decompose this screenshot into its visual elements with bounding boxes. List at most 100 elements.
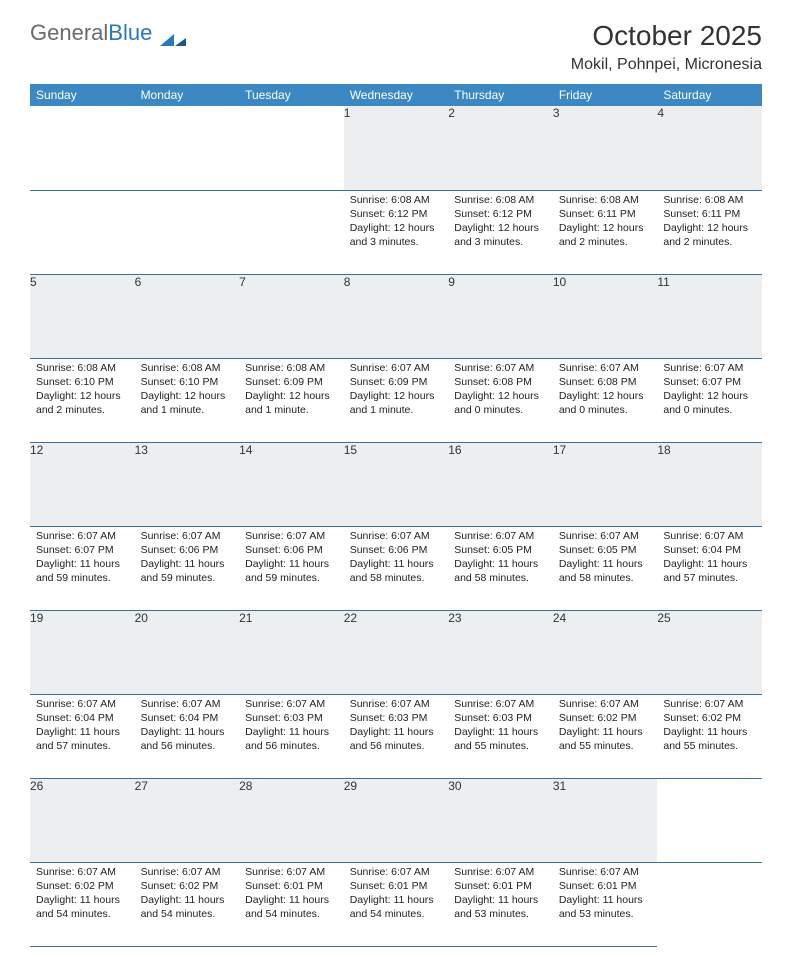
- calendar-table: SundayMondayTuesdayWednesdayThursdayFrid…: [30, 84, 762, 947]
- day-cell: Sunrise: 6:07 AMSunset: 6:03 PMDaylight:…: [239, 694, 344, 778]
- day-number-cell: 24: [553, 610, 658, 694]
- weekday-header-cell: Thursday: [448, 84, 553, 106]
- sun-info: Sunrise: 6:07 AMSunset: 6:08 PMDaylight:…: [559, 361, 652, 418]
- day-cell: Sunrise: 6:07 AMSunset: 6:02 PMDaylight:…: [553, 694, 658, 778]
- day-number-cell: 25: [657, 610, 762, 694]
- day-number-cell: 28: [239, 778, 344, 862]
- sun-info: Sunrise: 6:07 AMSunset: 6:01 PMDaylight:…: [350, 865, 443, 922]
- brand-part2: Blue: [108, 20, 152, 45]
- sun-info: Sunrise: 6:08 AMSunset: 6:11 PMDaylight:…: [559, 193, 652, 250]
- day-info-row: Sunrise: 6:07 AMSunset: 6:07 PMDaylight:…: [30, 526, 762, 610]
- day-cell: Sunrise: 6:08 AMSunset: 6:10 PMDaylight:…: [30, 358, 135, 442]
- sun-info: Sunrise: 6:07 AMSunset: 6:03 PMDaylight:…: [245, 697, 338, 754]
- day-cell: Sunrise: 6:07 AMSunset: 6:07 PMDaylight:…: [30, 526, 135, 610]
- day-info-row: Sunrise: 6:08 AMSunset: 6:12 PMDaylight:…: [30, 190, 762, 274]
- sun-info: Sunrise: 6:07 AMSunset: 6:02 PMDaylight:…: [559, 697, 652, 754]
- day-cell: Sunrise: 6:07 AMSunset: 6:01 PMDaylight:…: [344, 862, 449, 946]
- sun-info: Sunrise: 6:07 AMSunset: 6:04 PMDaylight:…: [141, 697, 234, 754]
- day-number-cell: 20: [135, 610, 240, 694]
- sun-info: Sunrise: 6:07 AMSunset: 6:04 PMDaylight:…: [663, 529, 756, 586]
- sun-info: Sunrise: 6:08 AMSunset: 6:12 PMDaylight:…: [350, 193, 443, 250]
- day-info-row: Sunrise: 6:07 AMSunset: 6:02 PMDaylight:…: [30, 862, 762, 946]
- day-cell: Sunrise: 6:07 AMSunset: 6:08 PMDaylight:…: [553, 358, 658, 442]
- day-number-cell: 26: [30, 778, 135, 862]
- weekday-header-cell: Sunday: [30, 84, 135, 106]
- weekday-header-cell: Monday: [135, 84, 240, 106]
- day-number-cell: 3: [553, 106, 658, 190]
- weekday-header-cell: Tuesday: [239, 84, 344, 106]
- sun-info: Sunrise: 6:07 AMSunset: 6:06 PMDaylight:…: [141, 529, 234, 586]
- day-number-cell: 16: [448, 442, 553, 526]
- day-cell: Sunrise: 6:07 AMSunset: 6:01 PMDaylight:…: [239, 862, 344, 946]
- day-number-cell: 29: [344, 778, 449, 862]
- day-number-cell: 31: [553, 778, 658, 862]
- day-number-row: 567891011: [30, 274, 762, 358]
- day-cell: Sunrise: 6:07 AMSunset: 6:01 PMDaylight:…: [553, 862, 658, 946]
- day-number-cell: 1: [344, 106, 449, 190]
- sun-info: Sunrise: 6:07 AMSunset: 6:09 PMDaylight:…: [350, 361, 443, 418]
- calendar-page: GeneralBlue October 2025 Mokil, Pohnpei,…: [0, 0, 792, 957]
- day-number-cell: 14: [239, 442, 344, 526]
- day-number-cell: [135, 106, 240, 190]
- day-number-cell: 17: [553, 442, 658, 526]
- day-number-cell: 15: [344, 442, 449, 526]
- sun-info: Sunrise: 6:08 AMSunset: 6:11 PMDaylight:…: [663, 193, 756, 250]
- day-number-cell: 12: [30, 442, 135, 526]
- day-number-row: 12131415161718: [30, 442, 762, 526]
- month-year: October 2025: [571, 20, 762, 52]
- sun-info: Sunrise: 6:07 AMSunset: 6:01 PMDaylight:…: [454, 865, 547, 922]
- day-cell: Sunrise: 6:08 AMSunset: 6:12 PMDaylight:…: [344, 190, 449, 274]
- day-cell: Sunrise: 6:07 AMSunset: 6:01 PMDaylight:…: [448, 862, 553, 946]
- day-cell: Sunrise: 6:08 AMSunset: 6:12 PMDaylight:…: [448, 190, 553, 274]
- sun-info: Sunrise: 6:07 AMSunset: 6:03 PMDaylight:…: [454, 697, 547, 754]
- sun-info: Sunrise: 6:07 AMSunset: 6:02 PMDaylight:…: [141, 865, 234, 922]
- sun-info: Sunrise: 6:07 AMSunset: 6:02 PMDaylight:…: [663, 697, 756, 754]
- day-number-cell: 7: [239, 274, 344, 358]
- location: Mokil, Pohnpei, Micronesia: [571, 56, 762, 74]
- weekday-header: SundayMondayTuesdayWednesdayThursdayFrid…: [30, 84, 762, 106]
- sun-info: Sunrise: 6:08 AMSunset: 6:10 PMDaylight:…: [36, 361, 129, 418]
- day-number-cell: 22: [344, 610, 449, 694]
- sun-info: Sunrise: 6:07 AMSunset: 6:06 PMDaylight:…: [350, 529, 443, 586]
- title-block: October 2025 Mokil, Pohnpei, Micronesia: [571, 20, 762, 74]
- day-number-cell: 30: [448, 778, 553, 862]
- day-cell: Sunrise: 6:07 AMSunset: 6:06 PMDaylight:…: [239, 526, 344, 610]
- day-number-cell: 19: [30, 610, 135, 694]
- page-header: GeneralBlue October 2025 Mokil, Pohnpei,…: [30, 20, 762, 74]
- day-number-cell: [657, 778, 762, 862]
- day-cell: Sunrise: 6:08 AMSunset: 6:11 PMDaylight:…: [657, 190, 762, 274]
- sun-info: Sunrise: 6:08 AMSunset: 6:09 PMDaylight:…: [245, 361, 338, 418]
- sun-info: Sunrise: 6:07 AMSunset: 6:02 PMDaylight:…: [36, 865, 129, 922]
- day-number-row: 1234: [30, 106, 762, 190]
- day-info-row: Sunrise: 6:07 AMSunset: 6:04 PMDaylight:…: [30, 694, 762, 778]
- sun-info: Sunrise: 6:07 AMSunset: 6:07 PMDaylight:…: [663, 361, 756, 418]
- day-cell: Sunrise: 6:08 AMSunset: 6:11 PMDaylight:…: [553, 190, 658, 274]
- day-cell: [239, 190, 344, 274]
- weekday-header-cell: Saturday: [657, 84, 762, 106]
- day-cell: Sunrise: 6:07 AMSunset: 6:08 PMDaylight:…: [448, 358, 553, 442]
- sun-info: Sunrise: 6:07 AMSunset: 6:05 PMDaylight:…: [454, 529, 547, 586]
- day-cell: Sunrise: 6:07 AMSunset: 6:02 PMDaylight:…: [657, 694, 762, 778]
- sun-info: Sunrise: 6:08 AMSunset: 6:10 PMDaylight:…: [141, 361, 234, 418]
- day-cell: Sunrise: 6:07 AMSunset: 6:02 PMDaylight:…: [30, 862, 135, 946]
- day-number-cell: 8: [344, 274, 449, 358]
- sun-info: Sunrise: 6:07 AMSunset: 6:03 PMDaylight:…: [350, 697, 443, 754]
- day-number-row: 262728293031: [30, 778, 762, 862]
- day-number-cell: [239, 106, 344, 190]
- brand-part1: General: [30, 20, 108, 45]
- day-number-cell: 6: [135, 274, 240, 358]
- sun-info: Sunrise: 6:07 AMSunset: 6:06 PMDaylight:…: [245, 529, 338, 586]
- day-number-cell: 11: [657, 274, 762, 358]
- day-cell: Sunrise: 6:07 AMSunset: 6:02 PMDaylight:…: [135, 862, 240, 946]
- day-cell: [30, 190, 135, 274]
- day-cell: [135, 190, 240, 274]
- day-cell: Sunrise: 6:07 AMSunset: 6:03 PMDaylight:…: [344, 694, 449, 778]
- day-number-cell: 23: [448, 610, 553, 694]
- day-number-cell: 13: [135, 442, 240, 526]
- weekday-header-cell: Wednesday: [344, 84, 449, 106]
- day-cell: Sunrise: 6:08 AMSunset: 6:09 PMDaylight:…: [239, 358, 344, 442]
- day-cell: Sunrise: 6:08 AMSunset: 6:10 PMDaylight:…: [135, 358, 240, 442]
- sun-info: Sunrise: 6:07 AMSunset: 6:01 PMDaylight:…: [559, 865, 652, 922]
- sun-info: Sunrise: 6:07 AMSunset: 6:07 PMDaylight:…: [36, 529, 129, 586]
- day-cell: Sunrise: 6:07 AMSunset: 6:07 PMDaylight:…: [657, 358, 762, 442]
